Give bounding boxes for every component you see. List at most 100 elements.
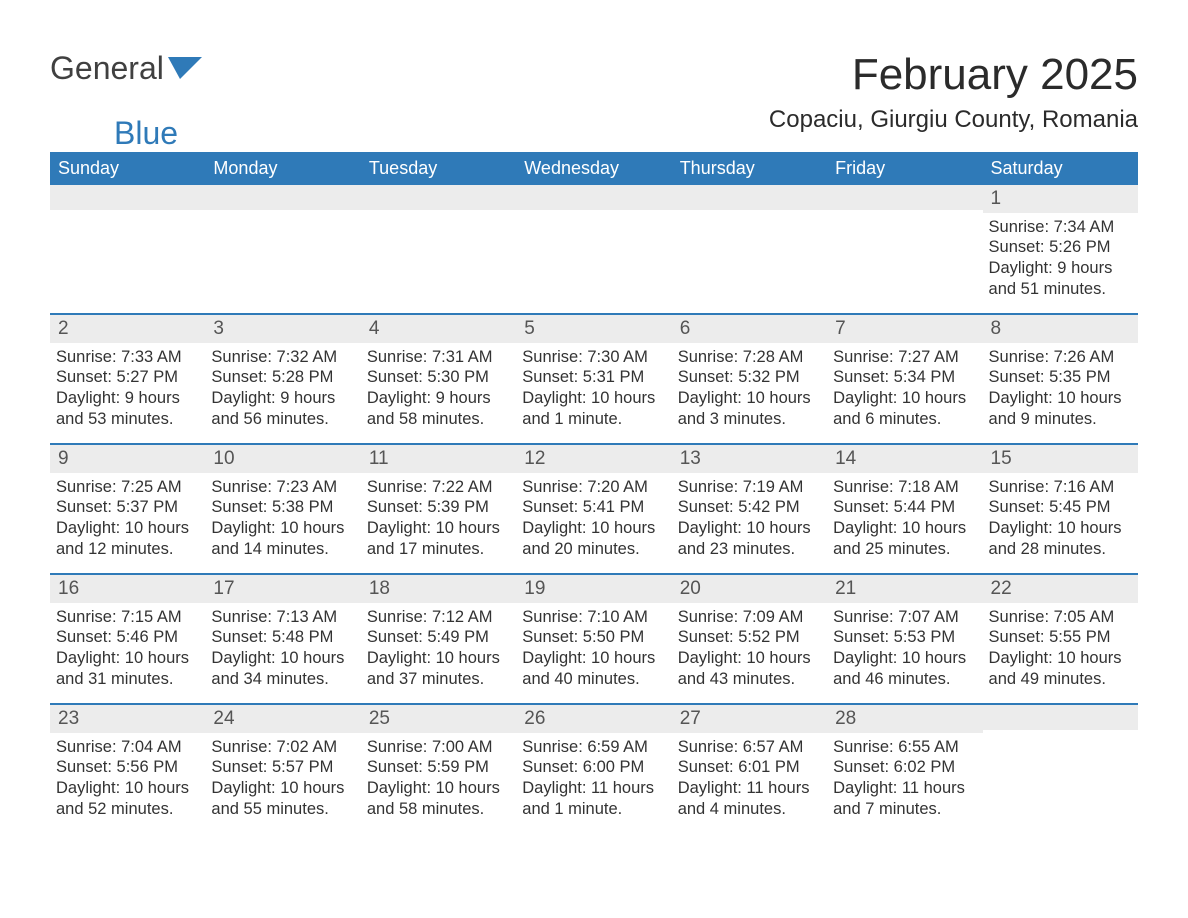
day-number	[361, 185, 516, 210]
day-number: 13	[672, 445, 827, 473]
day-number: 16	[50, 575, 205, 603]
daylight-text: Daylight: 11 hours and 1 minute.	[522, 778, 665, 819]
calendar-day: 22Sunrise: 7:05 AMSunset: 5:55 PMDayligh…	[983, 575, 1138, 703]
sunset-text: Sunset: 5:41 PM	[522, 497, 665, 518]
day-number: 1	[983, 185, 1138, 213]
sunrise-text: Sunrise: 7:30 AM	[522, 347, 665, 368]
sunrise-text: Sunrise: 7:18 AM	[833, 477, 976, 498]
sunrise-text: Sunrise: 7:05 AM	[989, 607, 1132, 628]
sunset-text: Sunset: 5:30 PM	[367, 367, 510, 388]
weekday-header: Monday	[205, 152, 360, 185]
sunset-text: Sunset: 5:48 PM	[211, 627, 354, 648]
calendar-day: 8Sunrise: 7:26 AMSunset: 5:35 PMDaylight…	[983, 315, 1138, 443]
weekday-header: Wednesday	[516, 152, 671, 185]
sunrise-text: Sunrise: 6:59 AM	[522, 737, 665, 758]
sunrise-text: Sunrise: 7:10 AM	[522, 607, 665, 628]
sunset-text: Sunset: 5:56 PM	[56, 757, 199, 778]
logo-text-blue: Blue	[114, 115, 178, 152]
day-number: 20	[672, 575, 827, 603]
day-number: 2	[50, 315, 205, 343]
page-title: February 2025	[852, 50, 1138, 100]
calendar-day: 19Sunrise: 7:10 AMSunset: 5:50 PMDayligh…	[516, 575, 671, 703]
sunrise-text: Sunrise: 7:07 AM	[833, 607, 976, 628]
day-number: 21	[827, 575, 982, 603]
day-number	[983, 705, 1138, 730]
sunset-text: Sunset: 6:02 PM	[833, 757, 976, 778]
sunset-text: Sunset: 5:32 PM	[678, 367, 821, 388]
calendar-day: 25Sunrise: 7:00 AMSunset: 5:59 PMDayligh…	[361, 705, 516, 833]
calendar-week: 2Sunrise: 7:33 AMSunset: 5:27 PMDaylight…	[50, 313, 1138, 443]
day-number	[205, 185, 360, 210]
calendar-day	[50, 185, 205, 313]
calendar-day: 16Sunrise: 7:15 AMSunset: 5:46 PMDayligh…	[50, 575, 205, 703]
calendar-day: 15Sunrise: 7:16 AMSunset: 5:45 PMDayligh…	[983, 445, 1138, 573]
day-number: 26	[516, 705, 671, 733]
calendar-day	[827, 185, 982, 313]
daylight-text: Daylight: 10 hours and 12 minutes.	[56, 518, 199, 559]
daylight-text: Daylight: 10 hours and 9 minutes.	[989, 388, 1132, 429]
day-number: 17	[205, 575, 360, 603]
sunrise-text: Sunrise: 7:25 AM	[56, 477, 199, 498]
daylight-text: Daylight: 9 hours and 56 minutes.	[211, 388, 354, 429]
daylight-text: Daylight: 10 hours and 34 minutes.	[211, 648, 354, 689]
sunset-text: Sunset: 5:39 PM	[367, 497, 510, 518]
day-number: 6	[672, 315, 827, 343]
calendar-day	[983, 705, 1138, 833]
calendar: SundayMondayTuesdayWednesdayThursdayFrid…	[50, 152, 1138, 833]
sunset-text: Sunset: 6:00 PM	[522, 757, 665, 778]
logo: General	[50, 50, 202, 87]
calendar-day: 21Sunrise: 7:07 AMSunset: 5:53 PMDayligh…	[827, 575, 982, 703]
calendar-day	[516, 185, 671, 313]
day-number: 12	[516, 445, 671, 473]
daylight-text: Daylight: 10 hours and 46 minutes.	[833, 648, 976, 689]
sunset-text: Sunset: 5:49 PM	[367, 627, 510, 648]
sunset-text: Sunset: 5:26 PM	[989, 237, 1132, 258]
calendar-week: 1Sunrise: 7:34 AMSunset: 5:26 PMDaylight…	[50, 185, 1138, 313]
sunset-text: Sunset: 5:55 PM	[989, 627, 1132, 648]
sunrise-text: Sunrise: 7:34 AM	[989, 217, 1132, 238]
daylight-text: Daylight: 10 hours and 37 minutes.	[367, 648, 510, 689]
day-number: 27	[672, 705, 827, 733]
day-number: 5	[516, 315, 671, 343]
weekday-header: Thursday	[672, 152, 827, 185]
calendar-day: 3Sunrise: 7:32 AMSunset: 5:28 PMDaylight…	[205, 315, 360, 443]
sunset-text: Sunset: 5:44 PM	[833, 497, 976, 518]
calendar-day: 27Sunrise: 6:57 AMSunset: 6:01 PMDayligh…	[672, 705, 827, 833]
sunrise-text: Sunrise: 7:22 AM	[367, 477, 510, 498]
daylight-text: Daylight: 10 hours and 58 minutes.	[367, 778, 510, 819]
day-number: 24	[205, 705, 360, 733]
calendar-day: 2Sunrise: 7:33 AMSunset: 5:27 PMDaylight…	[50, 315, 205, 443]
day-number: 10	[205, 445, 360, 473]
weekday-header: Friday	[827, 152, 982, 185]
day-number: 4	[361, 315, 516, 343]
sunrise-text: Sunrise: 7:02 AM	[211, 737, 354, 758]
calendar-day	[205, 185, 360, 313]
calendar-day: 17Sunrise: 7:13 AMSunset: 5:48 PMDayligh…	[205, 575, 360, 703]
calendar-day: 13Sunrise: 7:19 AMSunset: 5:42 PMDayligh…	[672, 445, 827, 573]
sunset-text: Sunset: 5:45 PM	[989, 497, 1132, 518]
sunrise-text: Sunrise: 7:26 AM	[989, 347, 1132, 368]
sunrise-text: Sunrise: 7:28 AM	[678, 347, 821, 368]
daylight-text: Daylight: 10 hours and 20 minutes.	[522, 518, 665, 559]
calendar-day: 20Sunrise: 7:09 AMSunset: 5:52 PMDayligh…	[672, 575, 827, 703]
sunrise-text: Sunrise: 7:04 AM	[56, 737, 199, 758]
daylight-text: Daylight: 10 hours and 17 minutes.	[367, 518, 510, 559]
sunrise-text: Sunrise: 7:23 AM	[211, 477, 354, 498]
daylight-text: Daylight: 11 hours and 4 minutes.	[678, 778, 821, 819]
calendar-day: 5Sunrise: 7:30 AMSunset: 5:31 PMDaylight…	[516, 315, 671, 443]
sunset-text: Sunset: 5:57 PM	[211, 757, 354, 778]
calendar-week: 23Sunrise: 7:04 AMSunset: 5:56 PMDayligh…	[50, 703, 1138, 833]
sunrise-text: Sunrise: 6:57 AM	[678, 737, 821, 758]
daylight-text: Daylight: 10 hours and 25 minutes.	[833, 518, 976, 559]
day-number	[50, 185, 205, 210]
daylight-text: Daylight: 10 hours and 23 minutes.	[678, 518, 821, 559]
sunrise-text: Sunrise: 7:31 AM	[367, 347, 510, 368]
location-subtitle: Copaciu, Giurgiu County, Romania	[769, 106, 1138, 134]
day-number: 23	[50, 705, 205, 733]
calendar-day: 18Sunrise: 7:12 AMSunset: 5:49 PMDayligh…	[361, 575, 516, 703]
sunrise-text: Sunrise: 7:33 AM	[56, 347, 199, 368]
calendar-day: 23 Sunrise: 7:04 AMSunset: 5:56 PMDayligh…	[50, 705, 205, 833]
weekday-header-row: SundayMondayTuesdayWednesdayThursdayFrid…	[50, 152, 1138, 185]
day-number: 9	[50, 445, 205, 473]
daylight-text: Daylight: 10 hours and 52 minutes.	[56, 778, 199, 819]
